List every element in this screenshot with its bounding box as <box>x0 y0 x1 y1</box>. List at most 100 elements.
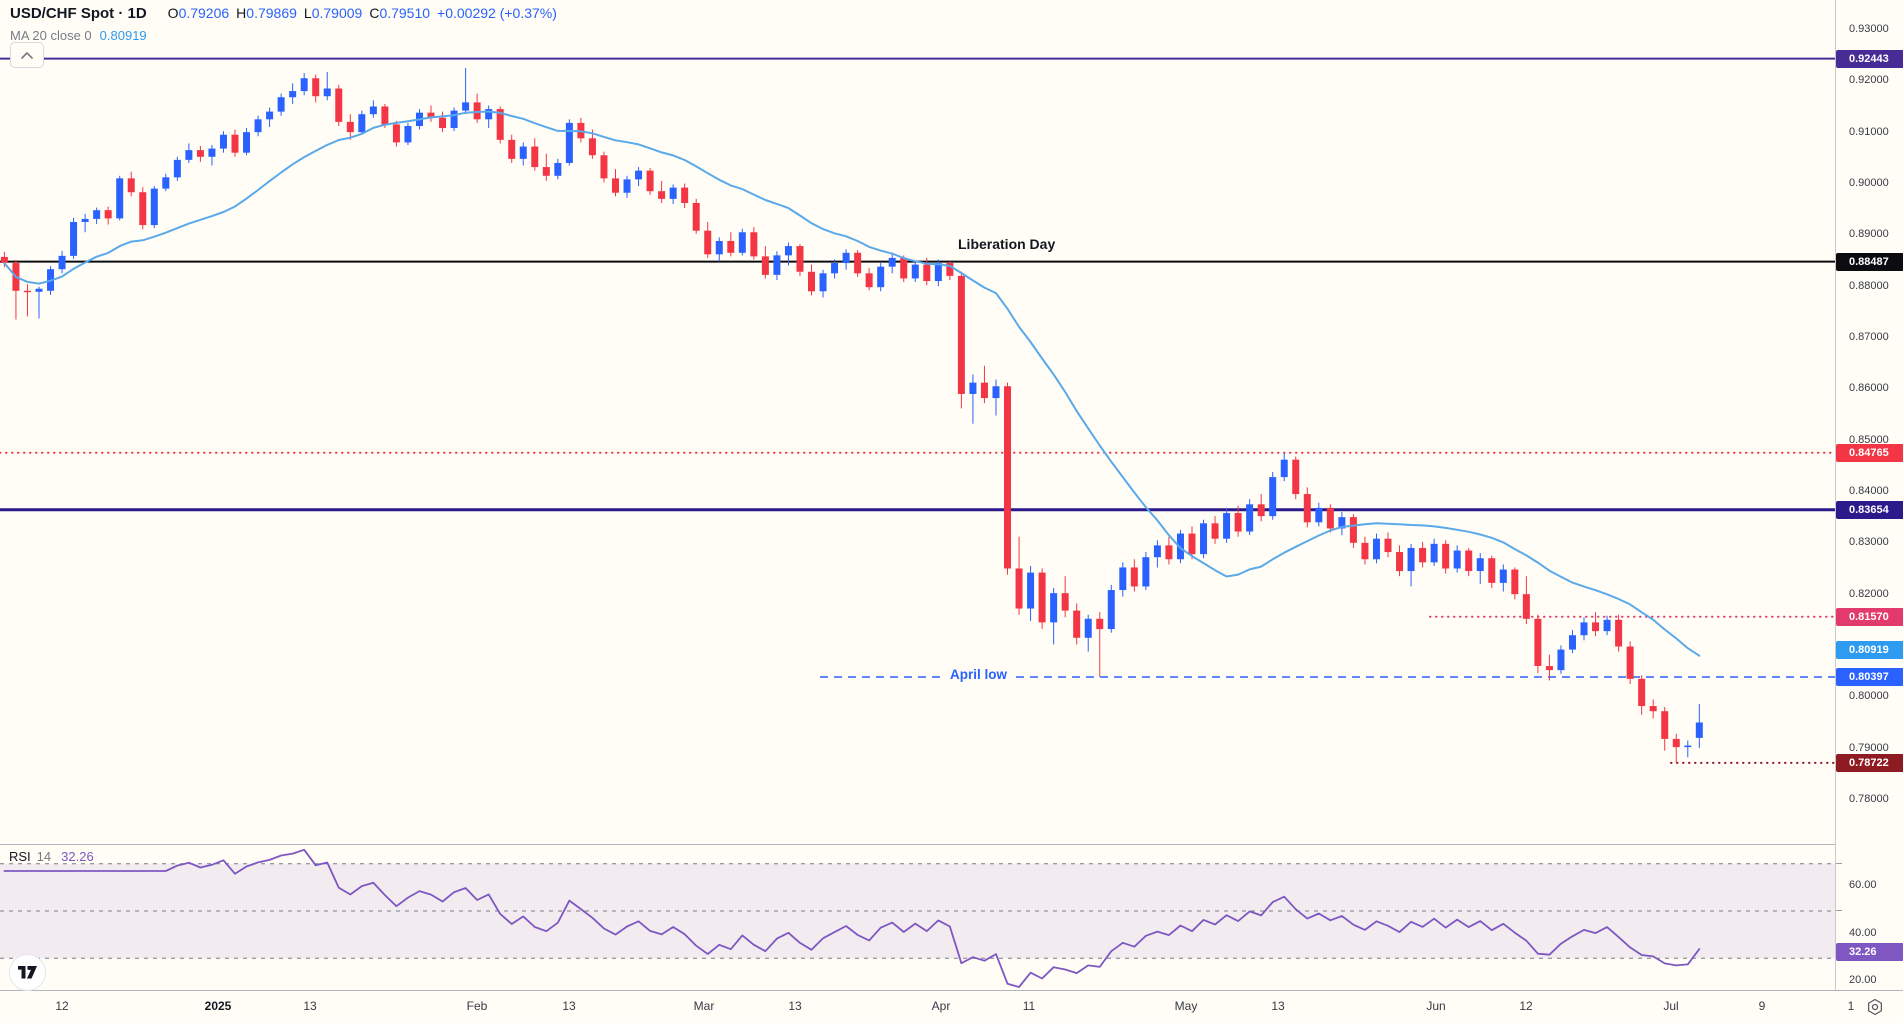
candle-body[interactable] <box>1246 504 1254 532</box>
candle-body[interactable] <box>139 192 147 226</box>
candle-body[interactable] <box>23 290 31 293</box>
candle-body[interactable] <box>427 112 435 118</box>
candle-body[interactable] <box>358 114 366 133</box>
candle-body[interactable] <box>1015 568 1023 609</box>
candle-body[interactable] <box>508 139 516 159</box>
main-chart-pane[interactable]: USD/CHF Spot · 1D O0.79206 H0.79869 L0.7900… <box>0 0 1835 844</box>
price-axis[interactable]: 0.93000 0.92000 0.91000 0.90000 0.89000 0.880… <box>1835 0 1903 990</box>
ma-indicator-legend[interactable]: MA 20 close 0 0.80919 <box>10 28 147 43</box>
candle-body[interactable] <box>969 382 977 394</box>
liberation-day-annotation[interactable]: Liberation Day <box>958 235 1056 252</box>
candle-body[interactable] <box>93 210 101 219</box>
candle-body[interactable] <box>1292 459 1300 495</box>
candle-body[interactable] <box>473 102 481 120</box>
candle-body[interactable] <box>565 122 573 163</box>
ma20-line[interactable] <box>3 110 1701 657</box>
candle-body[interactable] <box>1269 477 1277 517</box>
candle-body[interactable] <box>531 146 539 168</box>
candle-body[interactable] <box>277 97 285 112</box>
candle-body[interactable] <box>392 124 400 143</box>
candle-body[interactable] <box>1084 618 1092 638</box>
candle-body[interactable] <box>1303 494 1311 523</box>
candle-body[interactable] <box>1488 558 1496 583</box>
candle-body[interactable] <box>934 263 942 282</box>
candle-body[interactable] <box>750 232 758 257</box>
candle-body[interactable] <box>150 188 158 226</box>
candle-body[interactable] <box>1107 590 1115 630</box>
candle-body[interactable] <box>611 178 619 193</box>
candle-body[interactable] <box>946 263 954 276</box>
candle-body[interactable] <box>1027 572 1035 609</box>
price-badge-liberation-day[interactable]: 0.88487 <box>1836 252 1903 271</box>
candle-body[interactable] <box>1396 552 1404 572</box>
candle-body[interactable] <box>335 88 343 122</box>
candle-body[interactable] <box>1280 459 1288 478</box>
time-axis[interactable]: 12 2025 13 Feb 13 Mar 13 Apr 11 May 13 Jun 12 Jul 9 1 <box>0 990 1903 1023</box>
candle-body[interactable] <box>485 109 493 120</box>
candle-body[interactable] <box>1061 593 1069 611</box>
candle-body[interactable] <box>254 119 262 133</box>
candle-body[interactable] <box>1211 523 1219 539</box>
candle-body[interactable] <box>1615 619 1623 647</box>
candle-body[interactable] <box>635 170 643 180</box>
candle-body[interactable] <box>1695 722 1703 738</box>
candle-body[interactable] <box>865 273 873 288</box>
candle-body[interactable] <box>58 255 66 270</box>
candle-body[interactable] <box>900 257 908 279</box>
candle-body[interactable] <box>1096 618 1104 630</box>
candle-body[interactable] <box>1073 610 1081 638</box>
candle-body[interactable] <box>450 110 458 129</box>
candle-body[interactable] <box>1234 513 1242 532</box>
price-badge-ma20-value[interactable]: 0.80919 <box>1836 641 1903 660</box>
candle-body[interactable] <box>808 271 815 292</box>
price-badge-support-navy[interactable]: 0.83654 <box>1836 500 1903 519</box>
price-badge-june-shelf[interactable]: 0.81570 <box>1836 607 1903 626</box>
candle-body[interactable] <box>196 150 204 157</box>
candle-body[interactable] <box>346 121 354 133</box>
candle-body[interactable] <box>1257 504 1265 517</box>
candle-body[interactable] <box>1534 618 1542 667</box>
candle-body[interactable] <box>1465 550 1473 572</box>
candle-body[interactable] <box>738 232 746 253</box>
candle-body[interactable] <box>496 109 504 140</box>
candle-body[interactable] <box>992 386 1000 399</box>
candle-body[interactable] <box>923 264 931 282</box>
april-low-annotation[interactable]: April low <box>944 666 1013 682</box>
candle-body[interactable] <box>773 255 781 275</box>
tradingview-logo[interactable] <box>9 954 46 991</box>
candle-body[interactable] <box>669 187 677 199</box>
candle-body[interactable] <box>404 125 412 143</box>
candle-body[interactable] <box>266 111 274 120</box>
candle-body[interactable] <box>646 170 654 192</box>
collapse-pane-button[interactable] <box>10 42 44 68</box>
candle-body[interactable] <box>173 159 181 178</box>
price-chart-canvas[interactable] <box>0 0 1835 844</box>
candle-body[interactable] <box>116 178 124 219</box>
candle-body[interactable] <box>1384 538 1392 553</box>
candle-body[interactable] <box>70 221 78 256</box>
candle-body[interactable] <box>1004 386 1012 569</box>
candle-body[interactable] <box>243 132 251 153</box>
candle-body[interactable] <box>1545 666 1553 671</box>
candle-body[interactable] <box>1568 635 1576 650</box>
candle-body[interactable] <box>1522 594 1530 619</box>
candle-body[interactable] <box>0 256 8 264</box>
candle-body[interactable] <box>854 252 862 274</box>
candle-body[interactable] <box>462 102 470 111</box>
candle-body[interactable] <box>1326 507 1334 529</box>
candle-body[interactable] <box>588 138 596 156</box>
candle-body[interactable] <box>81 218 89 222</box>
candle-body[interactable] <box>658 191 666 199</box>
candle-body[interactable] <box>1038 572 1046 623</box>
candle-body[interactable] <box>289 91 297 98</box>
candle-body[interactable] <box>957 275 965 394</box>
candle-body[interactable] <box>1315 507 1323 523</box>
candle-body[interactable] <box>1603 619 1611 632</box>
level-lines-layer[interactable] <box>0 57 1835 764</box>
candle-body[interactable] <box>980 382 988 399</box>
candle-body[interactable] <box>1407 547 1415 572</box>
candle-body[interactable] <box>692 202 700 231</box>
candle-body[interactable] <box>1153 545 1161 558</box>
candle-body[interactable] <box>1050 593 1058 623</box>
candle-body[interactable] <box>1684 745 1692 748</box>
